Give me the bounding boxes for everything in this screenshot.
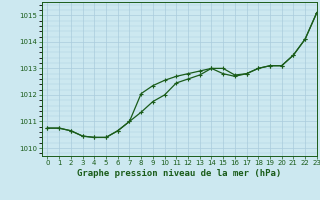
X-axis label: Graphe pression niveau de la mer (hPa): Graphe pression niveau de la mer (hPa) [77,169,281,178]
